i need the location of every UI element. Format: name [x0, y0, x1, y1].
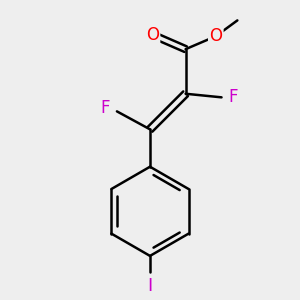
Text: I: I — [147, 278, 153, 296]
Text: F: F — [100, 100, 110, 118]
Text: F: F — [229, 88, 238, 106]
Text: O: O — [209, 27, 222, 45]
Text: O: O — [146, 26, 159, 44]
